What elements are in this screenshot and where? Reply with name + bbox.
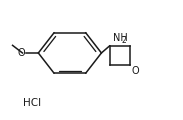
Text: O: O (132, 66, 139, 76)
Text: HCl: HCl (23, 98, 41, 108)
Text: 2: 2 (122, 36, 126, 45)
Text: O: O (18, 48, 25, 58)
Text: NH: NH (113, 33, 128, 43)
